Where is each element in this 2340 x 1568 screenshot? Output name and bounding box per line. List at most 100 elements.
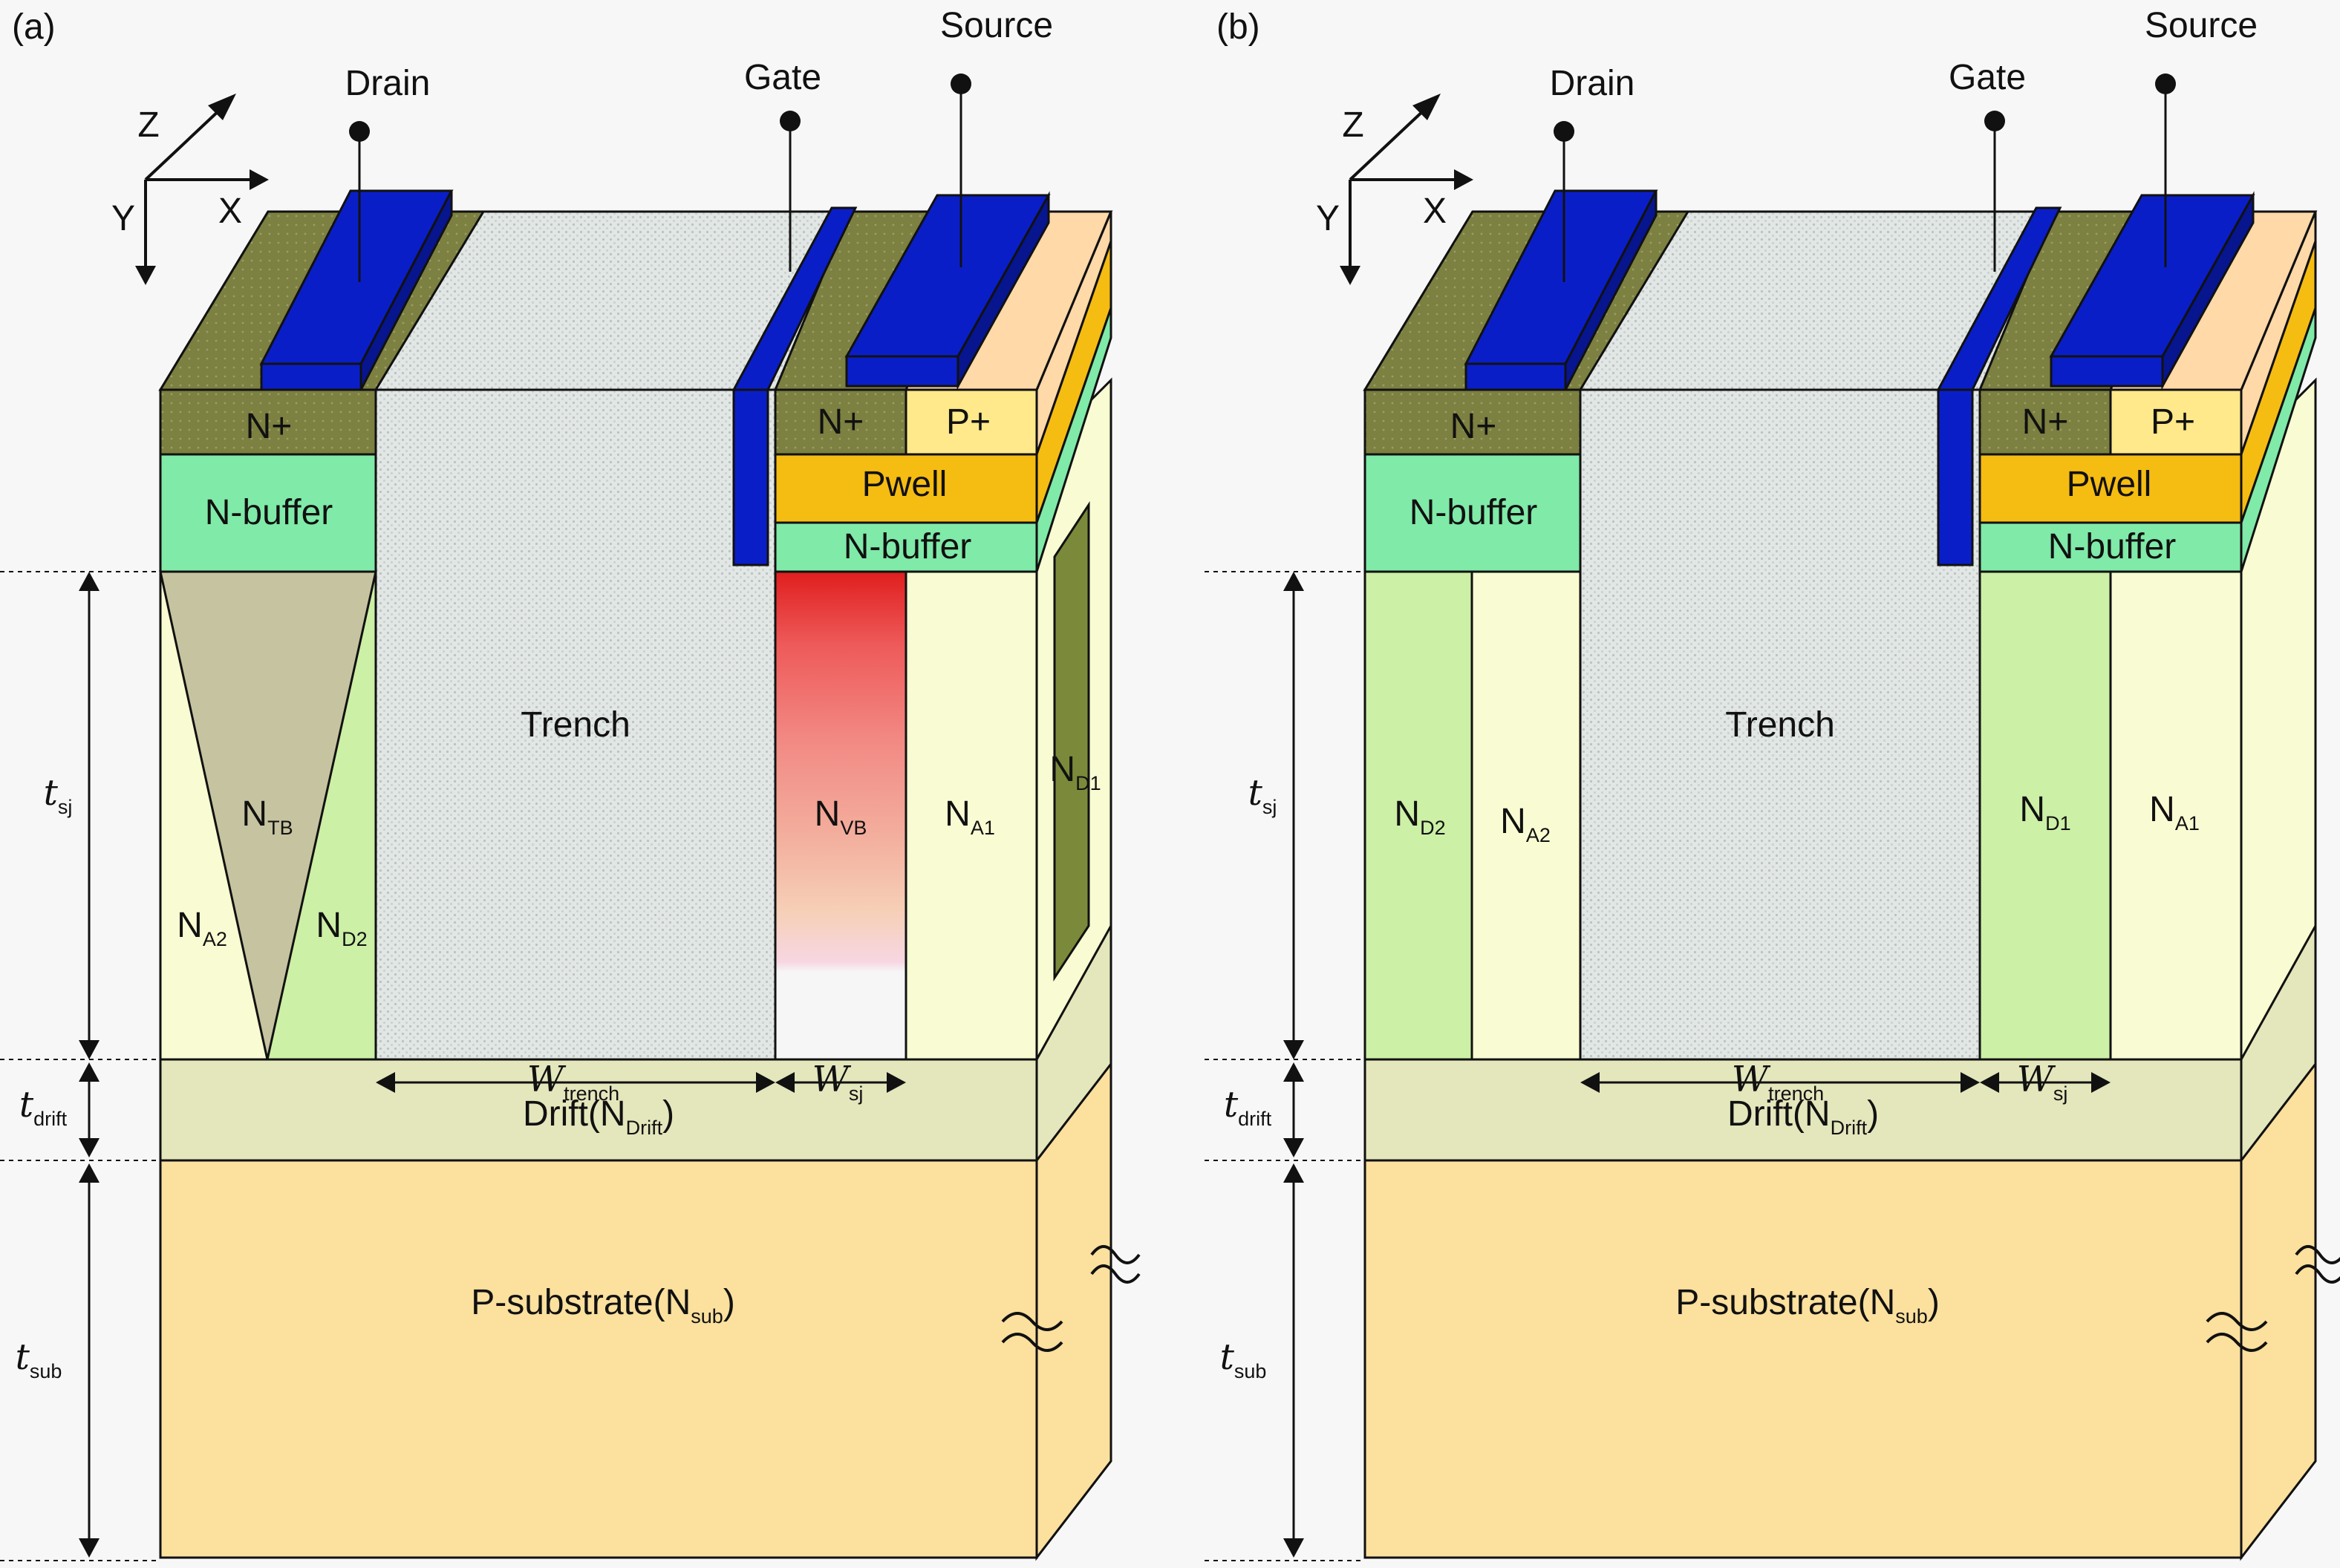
drift-text: Drift(N	[1727, 1094, 1831, 1134]
tsj-dimension-arrow-bottom	[1283, 1040, 1304, 1059]
wtrench-label: Wtrench	[527, 1059, 619, 1105]
x-axis-label: X	[1423, 192, 1447, 231]
substrate-text: P-substrate(N	[471, 1283, 691, 1322]
pplus-text: P+	[946, 402, 991, 442]
tsj-dimension-arrow-top	[1283, 572, 1304, 591]
nbuffer_left-text: N-buffer	[205, 493, 333, 532]
trench-text: Trench	[1725, 705, 1835, 745]
pwell-text: Pwell	[862, 465, 948, 504]
break-mark-front	[2206, 1312, 2268, 1352]
nd2-label: ND2	[1394, 794, 1445, 839]
source-electrode-front	[2050, 355, 2164, 388]
tsj-label: tsj	[44, 772, 73, 818]
z-axis-line	[144, 107, 223, 181]
drain-electrode-front	[260, 362, 362, 391]
substrate-close: )	[1928, 1283, 1940, 1322]
na2-text: N	[177, 906, 203, 945]
tsub-label: tsub	[16, 1336, 62, 1382]
tsub-dimension-arrow-top	[79, 1163, 100, 1183]
panel-label: (b)	[1216, 7, 1260, 47]
drift-subscript: Drift	[1831, 1117, 1868, 1139]
t_sj-text: t	[1248, 772, 1263, 814]
w_trench-text: W	[527, 1059, 567, 1100]
nd2-text: N	[1394, 794, 1420, 834]
y-axis-label: Y	[1316, 199, 1340, 238]
na2-label: NA2	[177, 906, 227, 950]
nbuffer-right-label: N-buffer	[844, 527, 972, 566]
front-nplus-right	[1978, 388, 2112, 457]
z-axis-arrow	[208, 94, 236, 120]
t_drift-text: t	[19, 1084, 34, 1126]
wsj-dimension-arrow-left	[775, 1072, 795, 1093]
front-na1	[2109, 570, 2243, 1061]
break-mark-side	[1090, 1245, 1141, 1284]
nd2-text: N	[316, 906, 342, 945]
nplus-left-label: N+	[246, 407, 293, 446]
front-nd1	[1978, 570, 2112, 1061]
drift-subscript: Drift	[626, 1117, 663, 1139]
nvb-label: NVB	[815, 794, 867, 839]
tdrift-dimension-arrow-top	[79, 1062, 100, 1082]
trench-label: Trench	[521, 705, 630, 745]
na1-text: N	[945, 794, 971, 834]
front-nbuffer-right	[1978, 521, 2243, 573]
front-pwell	[774, 453, 1038, 524]
pplus-label: P+	[946, 402, 991, 442]
na2-text: N	[1500, 802, 1526, 841]
drift-label: Drift(NDrift)	[1727, 1094, 1879, 1139]
na2-subscript: A2	[203, 928, 227, 950]
y-axis-arrow	[1340, 266, 1360, 285]
nbuffer-left-label: N-buffer	[1409, 493, 1538, 532]
nd1-text: N	[1049, 750, 1075, 789]
drain-terminal-dot	[1554, 121, 1574, 142]
substrate-subscript: sub	[691, 1305, 723, 1327]
wtrench-dimension-arrow-right	[756, 1072, 775, 1093]
tdrift-label: tdrift	[1224, 1084, 1272, 1130]
nd1-label: ND1	[2019, 790, 2070, 834]
t_drift-subscript: drift	[33, 1108, 68, 1130]
ntb-label: NTB	[241, 794, 293, 839]
nd2-subscript: D2	[342, 928, 368, 950]
nplus-left-label: N+	[1450, 407, 1497, 446]
na2-subscript: A2	[1526, 824, 1551, 846]
front-na1	[905, 570, 1038, 1061]
nd1-label: ND1	[1049, 750, 1101, 794]
front-trench	[374, 388, 777, 1061]
tsub-dimension-arrow-top	[1283, 1163, 1304, 1183]
source-electrode-side	[956, 191, 1050, 391]
break-mark-side	[2295, 1245, 2340, 1284]
w_trench-subscript: trench	[1768, 1082, 1824, 1105]
source-terminal-dot	[951, 74, 971, 94]
na2-label: NA2	[1500, 802, 1551, 846]
drain-electrode-side	[1564, 190, 1658, 391]
w_trench-subscript: trench	[564, 1082, 619, 1105]
panel-label: (a)	[12, 7, 56, 47]
substrate-subscript: sub	[1895, 1305, 1928, 1327]
na1-text: N	[2149, 790, 2175, 829]
na1-subscript: A1	[2175, 812, 2200, 834]
substrate-text: P-substrate(N	[1675, 1283, 1895, 1322]
source-electrode-side	[2161, 191, 2255, 391]
nbuffer_right-text: N-buffer	[844, 527, 972, 566]
wsj-label: Wsj	[812, 1059, 864, 1105]
ntb-subscript: TB	[267, 817, 293, 839]
drain-label: Drain	[345, 64, 431, 103]
nvb-subscript: VB	[840, 817, 867, 839]
nd1-subscript: D1	[2045, 812, 2071, 834]
drift-close: )	[1867, 1094, 1879, 1134]
wsj-dimension-arrow-right	[887, 1072, 906, 1093]
front-substrate	[1363, 1159, 2243, 1559]
front-na2	[1470, 570, 1582, 1061]
wtrench-label: Wtrench	[1732, 1059, 1824, 1105]
pwell-text: Pwell	[2067, 465, 2152, 504]
drain-terminal-dot	[349, 121, 370, 142]
trench-text: Trench	[521, 705, 630, 745]
w_trench-text: W	[1732, 1059, 1771, 1100]
drain-label: Drain	[1550, 64, 1635, 103]
wtrench-dimension-arrow-left	[1580, 1072, 1600, 1093]
front-nbuffer-left	[1363, 453, 1582, 573]
t_sub-subscript: sub	[1234, 1360, 1267, 1382]
